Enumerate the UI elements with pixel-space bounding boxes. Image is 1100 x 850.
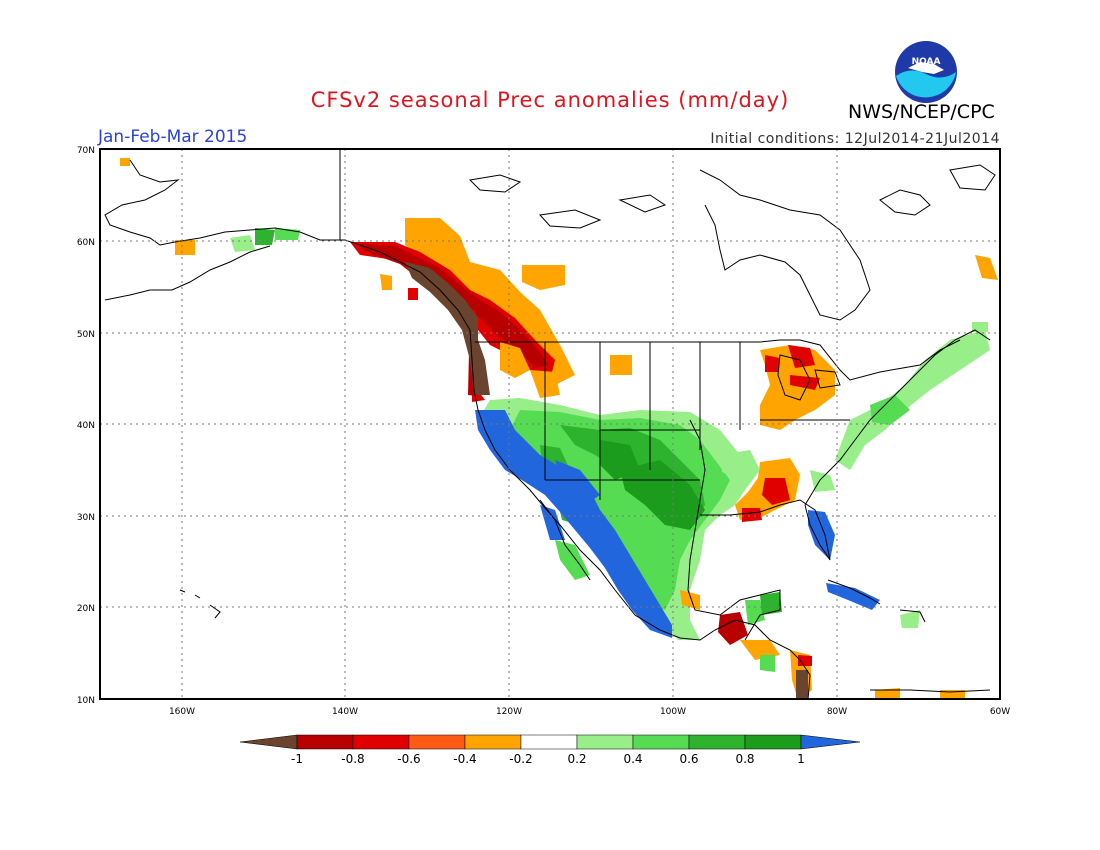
colorbar-label: 0.2 (567, 752, 586, 766)
gridlines (100, 149, 1000, 699)
latitude-axis: 70N 60N 50N 40N 30N 20N 10N (77, 146, 95, 706)
lon-label-100w: 100W (660, 707, 686, 717)
colorbar-swatch (352, 734, 410, 750)
northeast-wet-region (720, 330, 990, 628)
lon-label-120w: 120W (496, 707, 522, 717)
colorbar-swatch (744, 734, 802, 750)
colorbar-swatch (408, 734, 466, 750)
colorbar: -1 -0.8 -0.6 -0.4 -0.2 0.2 0.4 0.6 0.8 1 (239, 734, 861, 766)
lat-label-20n: 20N (77, 604, 95, 614)
colorbar-swatch (632, 734, 690, 750)
colorbar-swatch-lt-1 (239, 734, 298, 750)
lon-label-160w: 160W (169, 707, 195, 717)
alaska-region (120, 158, 998, 332)
lat-label-70n: 70N (77, 146, 95, 156)
colorbar-label: -0.6 (397, 752, 420, 766)
colorbar-label: -1 (291, 752, 303, 766)
colorbar-label: -0.8 (341, 752, 364, 766)
southeast-dry-region (735, 345, 835, 522)
pacific-coast-very-wet-region (475, 410, 880, 638)
longitude-axis: 160W 140W 120W 100W 80W 60W (169, 707, 1010, 717)
map-title: CFSv2 seasonal Prec anomalies (mm/day) (310, 88, 790, 112)
lat-label-60n: 60N (77, 238, 95, 248)
colorbar-swatch (296, 734, 354, 750)
southwest-wet-region (478, 398, 760, 640)
colorbar-swatch (576, 734, 634, 750)
colorbar-swatch (520, 734, 578, 750)
initial-conditions: Initial conditions: 12Jul2014-21Jul2014 (710, 131, 1000, 147)
lat-label-30n: 30N (77, 513, 95, 523)
lat-label-10n: 10N (77, 696, 95, 706)
coastlines (104, 150, 996, 699)
colorbar-swatch (688, 734, 746, 750)
colorbar-label: 0.8 (735, 752, 754, 766)
lon-label-140w: 140W (332, 707, 358, 717)
pacific-northwest-dry-region (350, 218, 632, 402)
colorbar-label: 0.6 (679, 752, 698, 766)
agency-label: NWS/NCEP/CPC (848, 101, 995, 123)
colorbar-swatch-gt-1 (800, 734, 861, 750)
central-america-region (680, 590, 965, 699)
anomaly-field (120, 158, 998, 699)
colorbar-swatch (464, 734, 522, 750)
lat-label-40n: 40N (77, 421, 95, 431)
lon-label-60w: 60W (990, 707, 1010, 717)
noaa-logo: NOAA (895, 41, 957, 103)
map-frame (99, 148, 1001, 700)
lon-label-80w: 80W (827, 707, 847, 717)
colorbar-label: 1 (797, 752, 805, 766)
colorbar-label: -0.4 (453, 752, 476, 766)
colorbar-label: -0.2 (509, 752, 532, 766)
colorbar-label: 0.4 (623, 752, 642, 766)
noaa-logo-text: NOAA (912, 57, 941, 67)
forecast-period: Jan-Feb-Mar 2015 (98, 127, 248, 147)
lat-label-50n: 50N (77, 330, 95, 340)
